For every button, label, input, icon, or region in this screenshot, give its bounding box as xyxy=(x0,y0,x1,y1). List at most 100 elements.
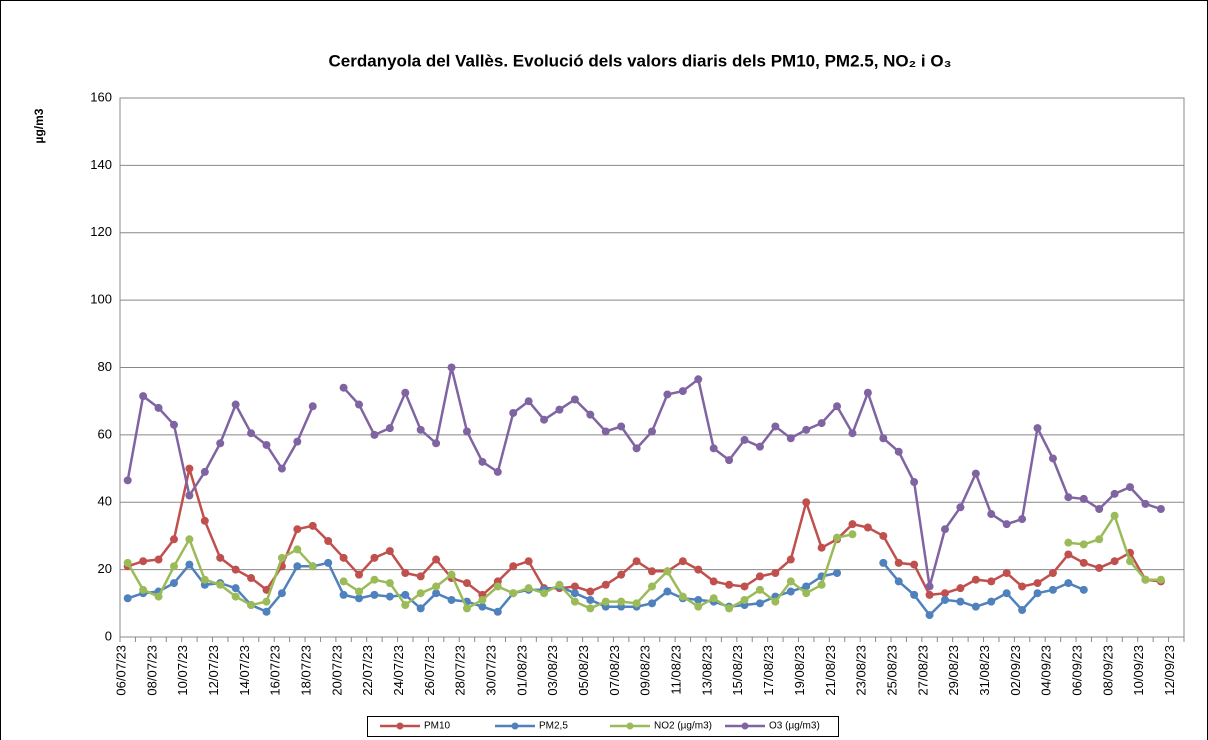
data-point xyxy=(447,363,456,372)
data-point xyxy=(1033,579,1042,588)
data-point xyxy=(401,568,410,577)
data-point xyxy=(663,587,672,596)
data-point xyxy=(786,577,795,586)
x-tick-label: 14/07/23 xyxy=(237,645,252,696)
y-tick-label: 160 xyxy=(90,89,112,104)
data-point xyxy=(570,589,579,598)
x-tick-label: 10/07/23 xyxy=(175,645,190,696)
data-point xyxy=(586,410,595,419)
data-point xyxy=(601,580,610,589)
data-point xyxy=(848,530,857,539)
data-point xyxy=(1064,550,1073,559)
x-tick-label: 30/07/23 xyxy=(484,645,499,696)
data-point xyxy=(355,594,364,603)
x-tick-label: 05/08/23 xyxy=(576,645,591,696)
x-tick-label: 07/08/23 xyxy=(607,645,622,696)
data-point xyxy=(894,447,903,456)
data-point xyxy=(956,503,965,512)
data-point xyxy=(493,582,502,591)
y-tick-label: 120 xyxy=(90,224,112,239)
data-point xyxy=(185,560,194,569)
y-tick-label: 60 xyxy=(98,426,112,441)
data-point xyxy=(308,562,317,571)
data-point xyxy=(833,402,842,411)
data-point xyxy=(1079,494,1088,503)
data-point xyxy=(277,553,286,562)
data-point xyxy=(123,594,132,603)
data-point xyxy=(925,582,934,591)
data-point xyxy=(540,589,549,598)
data-point xyxy=(987,597,996,606)
data-point xyxy=(154,555,163,564)
data-point xyxy=(247,600,256,609)
data-point xyxy=(586,604,595,613)
data-point xyxy=(786,555,795,564)
x-tick-label: 21/08/23 xyxy=(823,645,838,696)
data-point xyxy=(910,590,919,599)
data-point xyxy=(416,572,425,581)
data-point xyxy=(185,491,194,500)
legend-box xyxy=(367,716,839,737)
data-point xyxy=(648,582,656,591)
data-point xyxy=(632,557,641,566)
legend-label: PM10 xyxy=(424,721,451,732)
data-point xyxy=(940,589,949,598)
data-point xyxy=(555,580,564,589)
data-point xyxy=(339,383,348,392)
data-point xyxy=(154,592,163,601)
data-point xyxy=(1156,575,1165,584)
data-point xyxy=(694,595,703,604)
data-point xyxy=(925,590,934,599)
data-point xyxy=(123,476,132,485)
data-point xyxy=(570,395,579,404)
legend-label: NO2 (µg/m3) xyxy=(654,721,712,732)
data-point xyxy=(185,535,194,544)
data-point xyxy=(817,419,826,428)
y-tick-label: 100 xyxy=(90,292,112,307)
x-tick-label: 11/08/23 xyxy=(669,645,684,695)
data-point xyxy=(663,567,672,576)
data-point xyxy=(771,597,780,606)
data-point xyxy=(570,597,579,606)
data-point xyxy=(432,589,441,598)
data-point xyxy=(416,604,425,613)
data-point xyxy=(262,607,271,616)
data-point xyxy=(632,444,641,453)
data-point xyxy=(694,565,703,574)
data-point xyxy=(231,592,240,601)
data-point xyxy=(1018,606,1027,615)
data-point xyxy=(740,582,749,591)
x-tick-label: 26/07/23 xyxy=(422,645,437,696)
data-point xyxy=(432,439,441,448)
data-point xyxy=(648,567,656,576)
data-point xyxy=(509,408,518,417)
x-tick-label: 16/07/23 xyxy=(268,645,283,696)
data-point xyxy=(401,388,410,397)
x-tick-label: 24/07/23 xyxy=(391,645,406,696)
x-tick-label: 27/08/23 xyxy=(915,645,930,696)
x-tick-label: 04/09/23 xyxy=(1039,645,1054,696)
data-point xyxy=(339,553,348,562)
x-tick-label: 20/07/23 xyxy=(329,645,344,696)
data-point xyxy=(293,545,302,554)
data-point xyxy=(277,464,286,473)
data-point xyxy=(293,525,302,534)
data-point xyxy=(617,597,626,606)
x-tick-label: 02/09/23 xyxy=(1008,645,1023,696)
data-point xyxy=(555,405,564,414)
data-point xyxy=(1095,504,1104,513)
x-tick-label: 15/08/23 xyxy=(730,645,745,696)
data-point xyxy=(416,425,425,434)
data-point xyxy=(648,427,656,436)
data-point xyxy=(524,557,533,566)
x-tick-label: 28/07/23 xyxy=(453,645,468,696)
legend-marker xyxy=(396,722,404,730)
data-point xyxy=(956,584,965,593)
data-point xyxy=(324,558,333,567)
data-point xyxy=(339,577,348,586)
data-point xyxy=(123,558,132,567)
legend-label: O3 (µg/m3) xyxy=(769,721,820,732)
data-point xyxy=(169,579,178,588)
data-point xyxy=(355,570,364,579)
data-point xyxy=(355,400,364,409)
